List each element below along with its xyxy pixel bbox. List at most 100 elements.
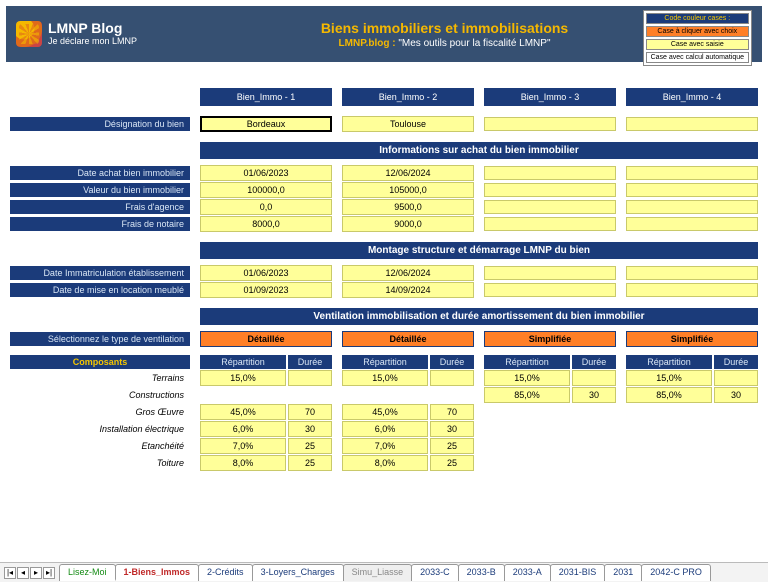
achat-input-3-2[interactable]	[484, 217, 616, 231]
achat-input-2-0[interactable]: 0,0	[200, 199, 332, 215]
achat-input-0-1[interactable]: 12/06/2024	[342, 165, 474, 181]
duree-1-2[interactable]: 30	[572, 387, 616, 403]
duree-0-3[interactable]	[714, 370, 758, 386]
sheet-tab-lisez-moi[interactable]: Lisez-Moi	[59, 564, 116, 581]
designation-input-4[interactable]	[626, 117, 758, 131]
achat-label-0: Date achat bien immobilier	[10, 166, 190, 180]
duree-1-3[interactable]: 30	[714, 387, 758, 403]
sheet-tab-2033-b[interactable]: 2033-B	[458, 564, 505, 581]
nav-next-icon[interactable]: ▸	[30, 567, 42, 579]
designation-input-3[interactable]	[484, 117, 616, 131]
duree-5-0[interactable]: 25	[288, 455, 332, 471]
nav-last-icon[interactable]: ▸|	[43, 567, 55, 579]
duree-0-0[interactable]	[288, 370, 332, 386]
repartition-5-1[interactable]: 8,0%	[342, 455, 428, 471]
bien-header-1[interactable]: Bien_Immo - 1	[200, 88, 332, 106]
repartition-5-0[interactable]: 8,0%	[200, 455, 286, 471]
col-duree-3: Durée	[572, 355, 616, 369]
sheet-tab-simu-liasse[interactable]: Simu_Liasse	[343, 564, 413, 581]
duree-4-3	[714, 439, 758, 453]
duree-5-3	[714, 456, 758, 470]
repartition-4-0[interactable]: 7,0%	[200, 438, 286, 454]
sheet-tab-2031[interactable]: 2031	[604, 564, 642, 581]
bien-header-4[interactable]: Bien_Immo - 4	[626, 88, 758, 106]
col-duree-2: Durée	[430, 355, 474, 369]
label-designation: Désignation du bien	[10, 117, 190, 131]
duree-3-0[interactable]: 30	[288, 421, 332, 437]
achat-input-3-3[interactable]	[626, 217, 758, 231]
achat-input-1-1[interactable]: 105000,0	[342, 182, 474, 198]
duree-2-3	[714, 405, 758, 419]
repartition-0-0[interactable]: 15,0%	[200, 370, 286, 386]
sheet-tab-2033-a[interactable]: 2033-A	[504, 564, 551, 581]
app-header: LMNP Blog Je déclare mon LMNP Biens immo…	[6, 6, 762, 62]
montage-input-0-3[interactable]	[626, 266, 758, 280]
achat-input-0-3[interactable]	[626, 166, 758, 180]
sheet-tab-1-biens-immos[interactable]: 1-Biens_Immos	[115, 564, 200, 581]
nav-prev-icon[interactable]: ◂	[17, 567, 29, 579]
achat-input-1-3[interactable]	[626, 183, 758, 197]
achat-input-1-0[interactable]: 100000,0	[200, 182, 332, 198]
duree-4-0[interactable]: 25	[288, 438, 332, 454]
designation-input-2[interactable]: Toulouse	[342, 116, 474, 132]
duree-4-1[interactable]: 25	[430, 438, 474, 454]
montage-input-1-1[interactable]: 14/09/2024	[342, 282, 474, 298]
composants-header: Composants	[10, 355, 190, 369]
sheet-tab-2042-c-pro[interactable]: 2042-C PRO	[641, 564, 711, 581]
logo-title: LMNP Blog	[48, 21, 137, 36]
ventilation-type-3[interactable]: Simplifiée	[484, 331, 616, 347]
color-code-legend: Code couleur cases : Case à cliquer avec…	[643, 10, 752, 66]
ventilation-type-4[interactable]: Simplifiée	[626, 331, 758, 347]
achat-input-3-0[interactable]: 8000,0	[200, 216, 332, 232]
sheet-tab-2031-bis[interactable]: 2031-BIS	[550, 564, 606, 581]
duree-3-2	[572, 422, 616, 436]
duree-2-1[interactable]: 70	[430, 404, 474, 420]
achat-input-3-1[interactable]: 9000,0	[342, 216, 474, 232]
montage-input-1-2[interactable]	[484, 283, 616, 297]
section-achat-title: Informations sur achat du bien immobilie…	[200, 142, 758, 159]
achat-input-2-1[interactable]: 9500,0	[342, 199, 474, 215]
nav-first-icon[interactable]: |◂	[4, 567, 16, 579]
duree-0-2[interactable]	[572, 370, 616, 386]
montage-input-1-0[interactable]: 01/09/2023	[200, 282, 332, 298]
repartition-4-1[interactable]: 7,0%	[342, 438, 428, 454]
bien-header-2[interactable]: Bien_Immo - 2	[342, 88, 474, 106]
montage-input-0-1[interactable]: 12/06/2024	[342, 265, 474, 281]
sheet-tab-2-cr-dits[interactable]: 2-Crédits	[198, 564, 253, 581]
ventilation-type-2[interactable]: Détaillée	[342, 331, 474, 347]
repartition-1-3[interactable]: 85,0%	[626, 387, 712, 403]
repartition-0-3[interactable]: 15,0%	[626, 370, 712, 386]
repartition-3-0[interactable]: 6,0%	[200, 421, 286, 437]
repartition-0-2[interactable]: 15,0%	[484, 370, 570, 386]
achat-label-1: Valeur du bien immobilier	[10, 183, 190, 197]
sheet-tab-3-loyers-charges[interactable]: 3-Loyers_Charges	[252, 564, 344, 581]
achat-input-2-3[interactable]	[626, 200, 758, 214]
montage-input-0-0[interactable]: 01/06/2023	[200, 265, 332, 281]
achat-input-0-2[interactable]	[484, 166, 616, 180]
achat-input-2-2[interactable]	[484, 200, 616, 214]
sheet-tabs: |◂ ◂ ▸ ▸| Lisez-Moi1-Biens_Immos2-Crédit…	[0, 562, 768, 582]
repartition-0-1[interactable]: 15,0%	[342, 370, 428, 386]
duree-0-1[interactable]	[430, 370, 474, 386]
montage-input-0-2[interactable]	[484, 266, 616, 280]
montage-label-0: Date Immatriculation établissement	[10, 266, 190, 280]
sheet-nav[interactable]: |◂ ◂ ▸ ▸|	[4, 567, 55, 579]
achat-input-1-2[interactable]	[484, 183, 616, 197]
composant-label-5: Toiture	[10, 458, 190, 468]
repartition-1-2[interactable]: 85,0%	[484, 387, 570, 403]
ventilation-type-1[interactable]: Détaillée	[200, 331, 332, 347]
duree-2-0[interactable]: 70	[288, 404, 332, 420]
duree-5-2	[572, 456, 616, 470]
repartition-3-1[interactable]: 6,0%	[342, 421, 428, 437]
designation-input-1[interactable]: Bordeaux	[200, 116, 332, 132]
bien-header-3[interactable]: Bien_Immo - 3	[484, 88, 616, 106]
montage-input-1-3[interactable]	[626, 283, 758, 297]
repartition-2-0[interactable]: 45,0%	[200, 404, 286, 420]
sheet-tab-2033-c[interactable]: 2033-C	[411, 564, 459, 581]
repartition-2-1[interactable]: 45,0%	[342, 404, 428, 420]
col-repartition-4: Répartition	[626, 355, 712, 369]
duree-3-1[interactable]: 30	[430, 421, 474, 437]
achat-input-0-0[interactable]: 01/06/2023	[200, 165, 332, 181]
label-select-ventilation: Sélectionnez le type de ventilation	[10, 332, 190, 346]
duree-5-1[interactable]: 25	[430, 455, 474, 471]
